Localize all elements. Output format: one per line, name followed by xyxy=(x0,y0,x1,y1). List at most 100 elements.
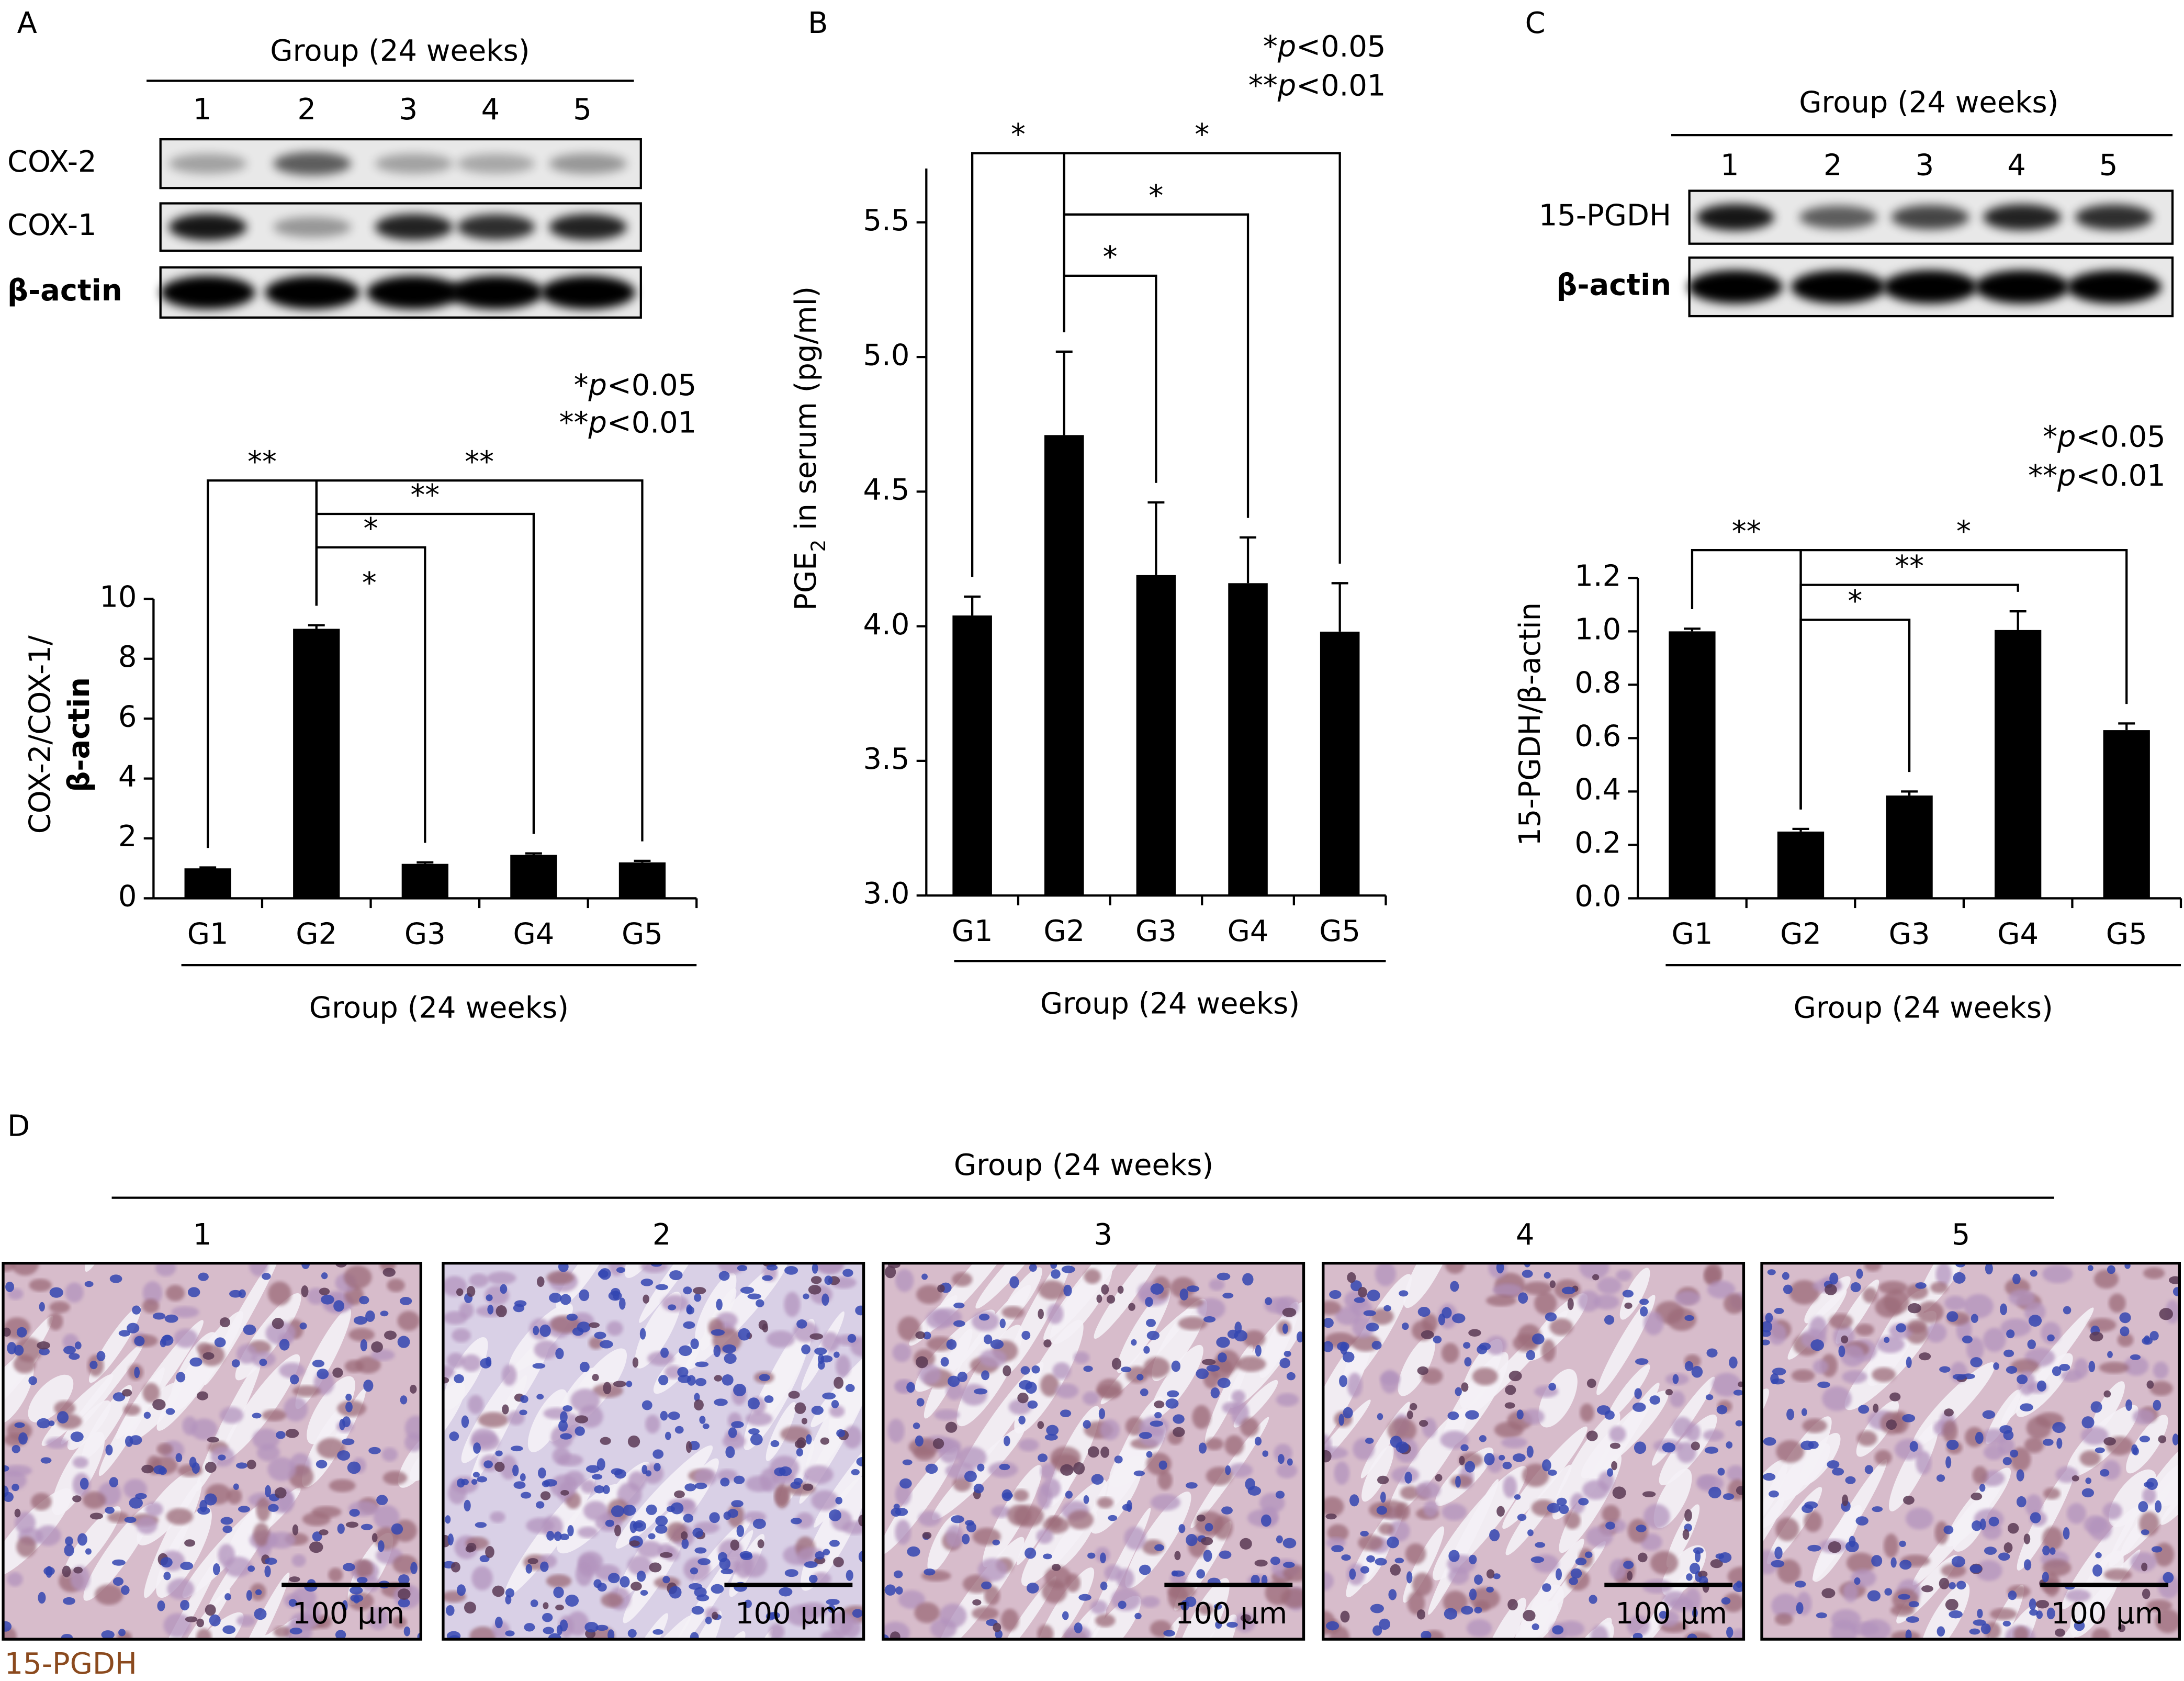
nucleus xyxy=(683,1321,695,1329)
nucleus xyxy=(948,1375,960,1387)
cytoplasm xyxy=(1829,1314,1853,1329)
nucleus xyxy=(1903,1495,1915,1505)
blot-band xyxy=(1791,270,1886,304)
nucleus xyxy=(972,1599,982,1606)
nucleus xyxy=(640,1589,648,1596)
x-tick-label: G4 xyxy=(1228,914,1269,948)
cytoplasm xyxy=(1523,1281,1552,1295)
nucleus xyxy=(1217,1377,1231,1388)
cytoplasm xyxy=(812,1572,831,1586)
cytoplasm xyxy=(1323,1301,1342,1315)
nucleus xyxy=(614,1525,621,1537)
nucleus xyxy=(3,1327,11,1337)
cytoplasm xyxy=(373,1505,400,1529)
nucleus xyxy=(693,1287,706,1295)
nucleus xyxy=(1203,1550,1212,1562)
nucleus xyxy=(1367,1290,1380,1302)
nucleus xyxy=(342,1600,348,1611)
nucleus xyxy=(829,1540,840,1547)
nucleus xyxy=(1360,1566,1369,1574)
nucleus xyxy=(1867,1590,1881,1601)
micrograph-frame xyxy=(1760,1261,2181,1641)
gland-lumen xyxy=(1323,1332,1372,1459)
nucleus xyxy=(684,1483,696,1492)
note-part: ** xyxy=(1248,69,1278,103)
nucleus xyxy=(893,1504,900,1510)
nucleus xyxy=(1807,1544,1821,1552)
nucleus xyxy=(1936,1474,1945,1482)
nucleus xyxy=(2043,1439,2054,1446)
nucleus xyxy=(2047,1334,2055,1342)
nucleus xyxy=(1559,1504,1569,1515)
nucleus xyxy=(836,1429,846,1438)
cytoplasm xyxy=(1703,1429,1725,1441)
x-tick-label: G1 xyxy=(952,914,993,948)
nucleus xyxy=(2020,1403,2033,1411)
cytoplasm xyxy=(1564,1511,1581,1529)
cytoplasm xyxy=(606,1321,623,1336)
note-part: p xyxy=(2057,459,2076,493)
nucleus xyxy=(1706,1348,1718,1358)
nucleus xyxy=(895,1508,908,1516)
scale-bar-label: 100 μm xyxy=(2051,1597,2163,1631)
cytoplasm xyxy=(1990,1608,2017,1620)
nucleus xyxy=(1684,1315,1694,1321)
cytoplasm xyxy=(190,1418,218,1440)
cytoplasm xyxy=(284,1396,308,1421)
nucleus xyxy=(856,1456,864,1467)
nucleus xyxy=(2059,1364,2070,1371)
y-tick-label: 5.5 xyxy=(863,204,910,238)
nucleus xyxy=(1605,1521,1615,1530)
cytoplasm xyxy=(1843,1582,1858,1602)
nucleus xyxy=(1890,1557,1897,1568)
cytoplasm xyxy=(1643,1504,1670,1529)
comparison-bracket xyxy=(1063,274,1157,483)
nucleus xyxy=(49,1287,63,1298)
nucleus xyxy=(731,1500,744,1508)
nucleus xyxy=(685,1441,692,1453)
nucleus xyxy=(669,1270,683,1281)
nucleus xyxy=(765,1612,775,1621)
nucleus xyxy=(681,1538,689,1549)
nucleus xyxy=(1218,1352,1227,1363)
bar xyxy=(510,855,557,899)
nucleus xyxy=(1975,1431,1984,1444)
cytoplasm xyxy=(1046,1303,1064,1325)
nucleus xyxy=(347,1461,361,1474)
nucleus xyxy=(1417,1366,1428,1375)
nucleus xyxy=(817,1360,825,1370)
nucleus xyxy=(1693,1547,1704,1554)
nucleus xyxy=(312,1531,322,1542)
blot-band xyxy=(375,153,453,174)
x-tick-label: G4 xyxy=(1997,917,2039,951)
cytoplasm xyxy=(1276,1462,1298,1478)
nucleus xyxy=(957,1371,967,1382)
nucleus xyxy=(64,1544,74,1556)
nucleus xyxy=(399,1297,412,1305)
gland-lumen xyxy=(572,1263,641,1264)
cytoplasm xyxy=(257,1444,280,1462)
nucleus xyxy=(496,1305,507,1317)
nucleus xyxy=(1946,1311,1958,1322)
gland-lumen xyxy=(3,1357,34,1425)
cytoplasm xyxy=(1388,1520,1410,1542)
cytoplasm xyxy=(566,1611,589,1636)
nucleus xyxy=(690,1567,699,1575)
cytoplasm xyxy=(570,1388,600,1413)
nucleus xyxy=(1854,1577,1861,1585)
cytoplasm xyxy=(2142,1487,2156,1504)
nucleus xyxy=(833,1556,844,1567)
cytoplasm xyxy=(576,1562,593,1586)
nucleus xyxy=(627,1435,640,1448)
nucleus xyxy=(1945,1456,1952,1469)
cytoplasm xyxy=(1768,1323,1787,1345)
nucleus xyxy=(1687,1633,1697,1640)
cytoplasm xyxy=(784,1292,801,1317)
nucleus xyxy=(1985,1263,1993,1275)
blot-row-label: β-actin xyxy=(1556,268,1671,302)
nucleus xyxy=(1279,1358,1291,1369)
image-label: 2 xyxy=(652,1218,671,1252)
cytoplasm xyxy=(1018,1438,1039,1452)
nucleus xyxy=(1505,1385,1516,1395)
nucleus xyxy=(592,1374,599,1381)
